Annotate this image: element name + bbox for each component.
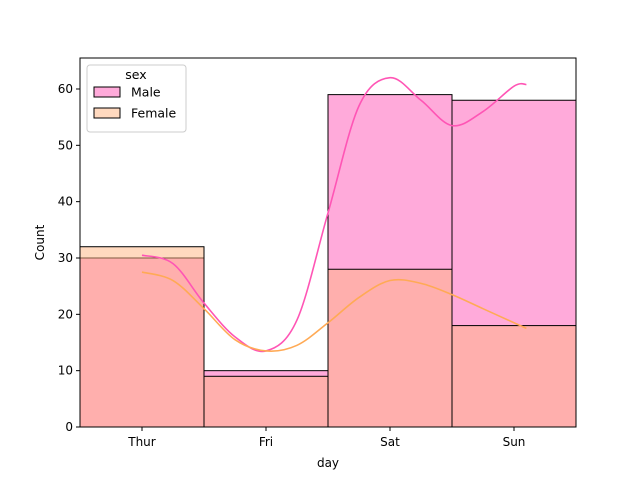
- y-tick-label: 40: [58, 195, 73, 209]
- y-tick-label: 20: [58, 307, 73, 321]
- y-tick-label: 60: [58, 82, 73, 96]
- legend-swatch-male: [93, 86, 121, 98]
- bar-female-sun: [451, 325, 577, 428]
- x-tick-label: Sat: [380, 435, 400, 449]
- bars-group: [79, 94, 577, 428]
- y-tick-label: 50: [58, 138, 73, 152]
- axes-frame: [79, 57, 577, 428]
- x-tick-label: Sun: [503, 435, 526, 449]
- y-tick-label: 0: [65, 420, 73, 434]
- bar-female-fri: [203, 375, 329, 428]
- legend: sex Male Female: [86, 64, 187, 133]
- bar-female-sat: [327, 268, 453, 428]
- x-tick-label: Thur: [127, 435, 156, 449]
- y-axis-label: Count: [33, 224, 47, 260]
- legend-swatch-female: [93, 107, 121, 119]
- legend-entries: Male Female: [93, 85, 177, 121]
- legend-label-male: Male: [131, 85, 161, 100]
- bar-female-thur: [79, 246, 205, 428]
- kde-lines-group: [141, 76, 527, 353]
- legend-title: sex: [125, 67, 146, 82]
- kde-line-male: [141, 76, 527, 353]
- x-tick-label: Fri: [259, 435, 273, 449]
- kde-line-female: [141, 271, 527, 352]
- legend-label-female: Female: [131, 106, 177, 121]
- y-tick-label: 10: [58, 364, 73, 378]
- x-axis-label: day: [317, 456, 339, 470]
- y-tick-label: 30: [58, 251, 73, 265]
- axes-group: 0 10 20 30 40 50 60 Thur Fri Sat Sun: [58, 57, 577, 449]
